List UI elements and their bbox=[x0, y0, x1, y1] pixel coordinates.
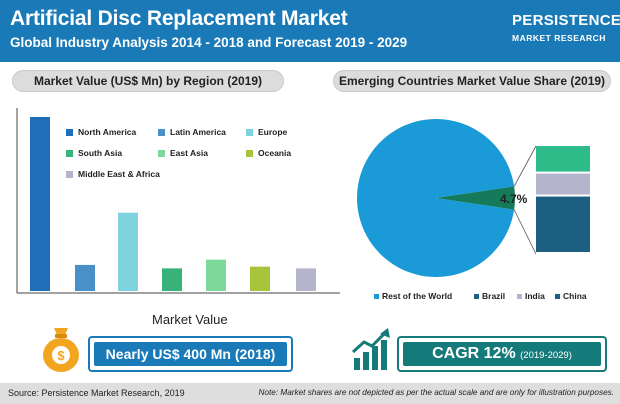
bar-legend-item: Middle East & Africa bbox=[66, 169, 160, 179]
bar-east-asia bbox=[206, 259, 226, 291]
page-subtitle: Global Industry Analysis 2014 - 2018 and… bbox=[10, 35, 408, 50]
legend-label: South Asia bbox=[78, 148, 123, 158]
bar-oceania bbox=[250, 266, 270, 291]
legend-swatch bbox=[66, 128, 73, 136]
bar-south-asia bbox=[162, 268, 182, 291]
legend-swatch bbox=[555, 293, 560, 299]
legend-label: Middle East & Africa bbox=[78, 169, 160, 179]
pie-legend-item: India bbox=[517, 291, 545, 301]
legend-swatch bbox=[246, 149, 253, 157]
company-logo: PERSISTENCE MARKET RESEARCH bbox=[512, 12, 620, 52]
bar-latin-america bbox=[75, 264, 95, 291]
bar-legend-item: Oceania bbox=[246, 148, 291, 158]
bar-legend-item: Latin America bbox=[158, 127, 226, 137]
logo-text-main: PERSISTENCE bbox=[512, 12, 620, 29]
bar-legend-item: North America bbox=[66, 127, 136, 137]
bar-middle-east-africa bbox=[296, 268, 316, 291]
market-value-text: Nearly US$ 400 Mn (2018) bbox=[94, 342, 287, 366]
pie-legend-item: Brazil bbox=[474, 291, 505, 301]
bar-europe bbox=[118, 212, 138, 291]
pie-legend-item: Rest of the World bbox=[374, 291, 452, 301]
pie-chart-title: Emerging Countries Market Value Share (2… bbox=[333, 70, 611, 92]
legend-swatch bbox=[158, 149, 165, 157]
legend-swatch bbox=[246, 128, 253, 136]
breakdown-india bbox=[536, 173, 590, 195]
legend-swatch bbox=[517, 293, 522, 299]
logo-text-sub: MARKET RESEARCH bbox=[512, 33, 606, 43]
bar-north-america bbox=[30, 117, 50, 291]
legend-swatch bbox=[474, 293, 479, 299]
legend-label: Europe bbox=[258, 127, 288, 137]
breakdown-china bbox=[536, 196, 590, 252]
legend-label: China bbox=[563, 291, 587, 301]
pie-legend-item: China bbox=[555, 291, 587, 301]
page-title: Artificial Disc Replacement Market bbox=[10, 7, 348, 30]
legend-swatch bbox=[66, 149, 73, 157]
footer-source: Source: Persistence Market Research, 201… bbox=[8, 388, 185, 398]
market-value-box: Nearly US$ 400 Mn (2018) bbox=[88, 336, 293, 372]
legend-swatch bbox=[66, 170, 73, 178]
footer: Source: Persistence Market Research, 201… bbox=[0, 383, 620, 404]
legend-label: Oceania bbox=[258, 148, 292, 158]
footer-note: Note: Market shares are not depicted as … bbox=[258, 388, 614, 397]
market-value-label: Market Value bbox=[152, 312, 228, 327]
cagr-text-wrap: CAGR 12% (2019-2029) bbox=[403, 342, 601, 366]
svg-text:$: $ bbox=[57, 348, 65, 363]
breakdown-brazil bbox=[536, 146, 590, 172]
money-bag-icon: $ bbox=[43, 328, 79, 372]
pie-slice-emerging bbox=[436, 186, 515, 210]
cagr-box: CAGR 12% (2019-2029) bbox=[397, 336, 607, 372]
pie-slice-rest-of-world bbox=[356, 119, 515, 277]
connector-top bbox=[513, 145, 537, 187]
legend-label: Latin America bbox=[170, 127, 226, 137]
header-banner: Artificial Disc Replacement Market Globa… bbox=[0, 0, 620, 62]
cagr-years: (2019-2029) bbox=[520, 350, 572, 361]
legend-label: East Asia bbox=[170, 148, 208, 158]
legend-label: North America bbox=[78, 127, 137, 137]
legend-label: Brazil bbox=[482, 291, 506, 301]
legend-label: Rest of the World bbox=[382, 291, 453, 301]
emerging-share-label: 4.7% bbox=[500, 192, 528, 206]
legend-label: India bbox=[525, 291, 545, 301]
bar-legend-item: South Asia bbox=[66, 148, 122, 158]
growth-chart-icon bbox=[351, 328, 390, 370]
legend-swatch bbox=[158, 128, 165, 136]
bar-chart-title: Market Value (US$ Mn) by Region (2019) bbox=[12, 70, 284, 92]
bar-legend-item: Europe bbox=[246, 127, 287, 137]
bar-legend-item: East Asia bbox=[158, 148, 208, 158]
legend-swatch bbox=[374, 293, 379, 299]
connector-bottom bbox=[513, 209, 537, 255]
cagr-value: CAGR 12% bbox=[432, 345, 516, 362]
